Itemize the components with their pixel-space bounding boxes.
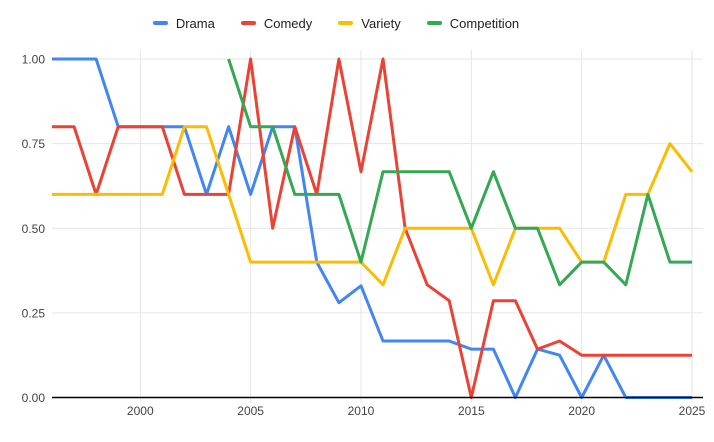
legend-swatch-icon [240, 20, 256, 26]
legend-swatch-icon [338, 20, 354, 26]
y-tick-label: 0.50 [22, 222, 46, 236]
series-line-competition [227, 58, 692, 287]
legend-swatch-icon [426, 20, 442, 26]
legend-label: Competition [449, 15, 520, 31]
y-tick-label: 0.75 [22, 137, 46, 151]
x-tick-label: 2025 [679, 404, 706, 418]
y-tick-label: 0.00 [22, 391, 46, 405]
y-tick-label: 1.00 [22, 53, 46, 67]
legend-label: Drama [175, 15, 215, 31]
legend-item-variety: Variety [338, 17, 401, 30]
legend-item-comedy: Comedy [240, 15, 313, 31]
legend-label: Variety [361, 15, 401, 31]
x-tick-label: 2005 [237, 404, 264, 418]
legend-swatch-icon [152, 20, 168, 26]
legend-item-competition: Competition [426, 15, 520, 31]
legend-label: Comedy [263, 15, 313, 31]
x-tick-label: 2000 [127, 404, 154, 418]
series-line-comedy [52, 57, 692, 399]
chart-legend: Drama Comedy Variety Competition [0, 13, 693, 33]
legend-item-drama: Drama [152, 15, 215, 31]
y-tick-label: 0.25 [22, 306, 46, 320]
x-tick-label: 2015 [458, 404, 485, 418]
x-tick-label: 2010 [348, 404, 375, 418]
x-tick-label: 2020 [568, 404, 595, 418]
